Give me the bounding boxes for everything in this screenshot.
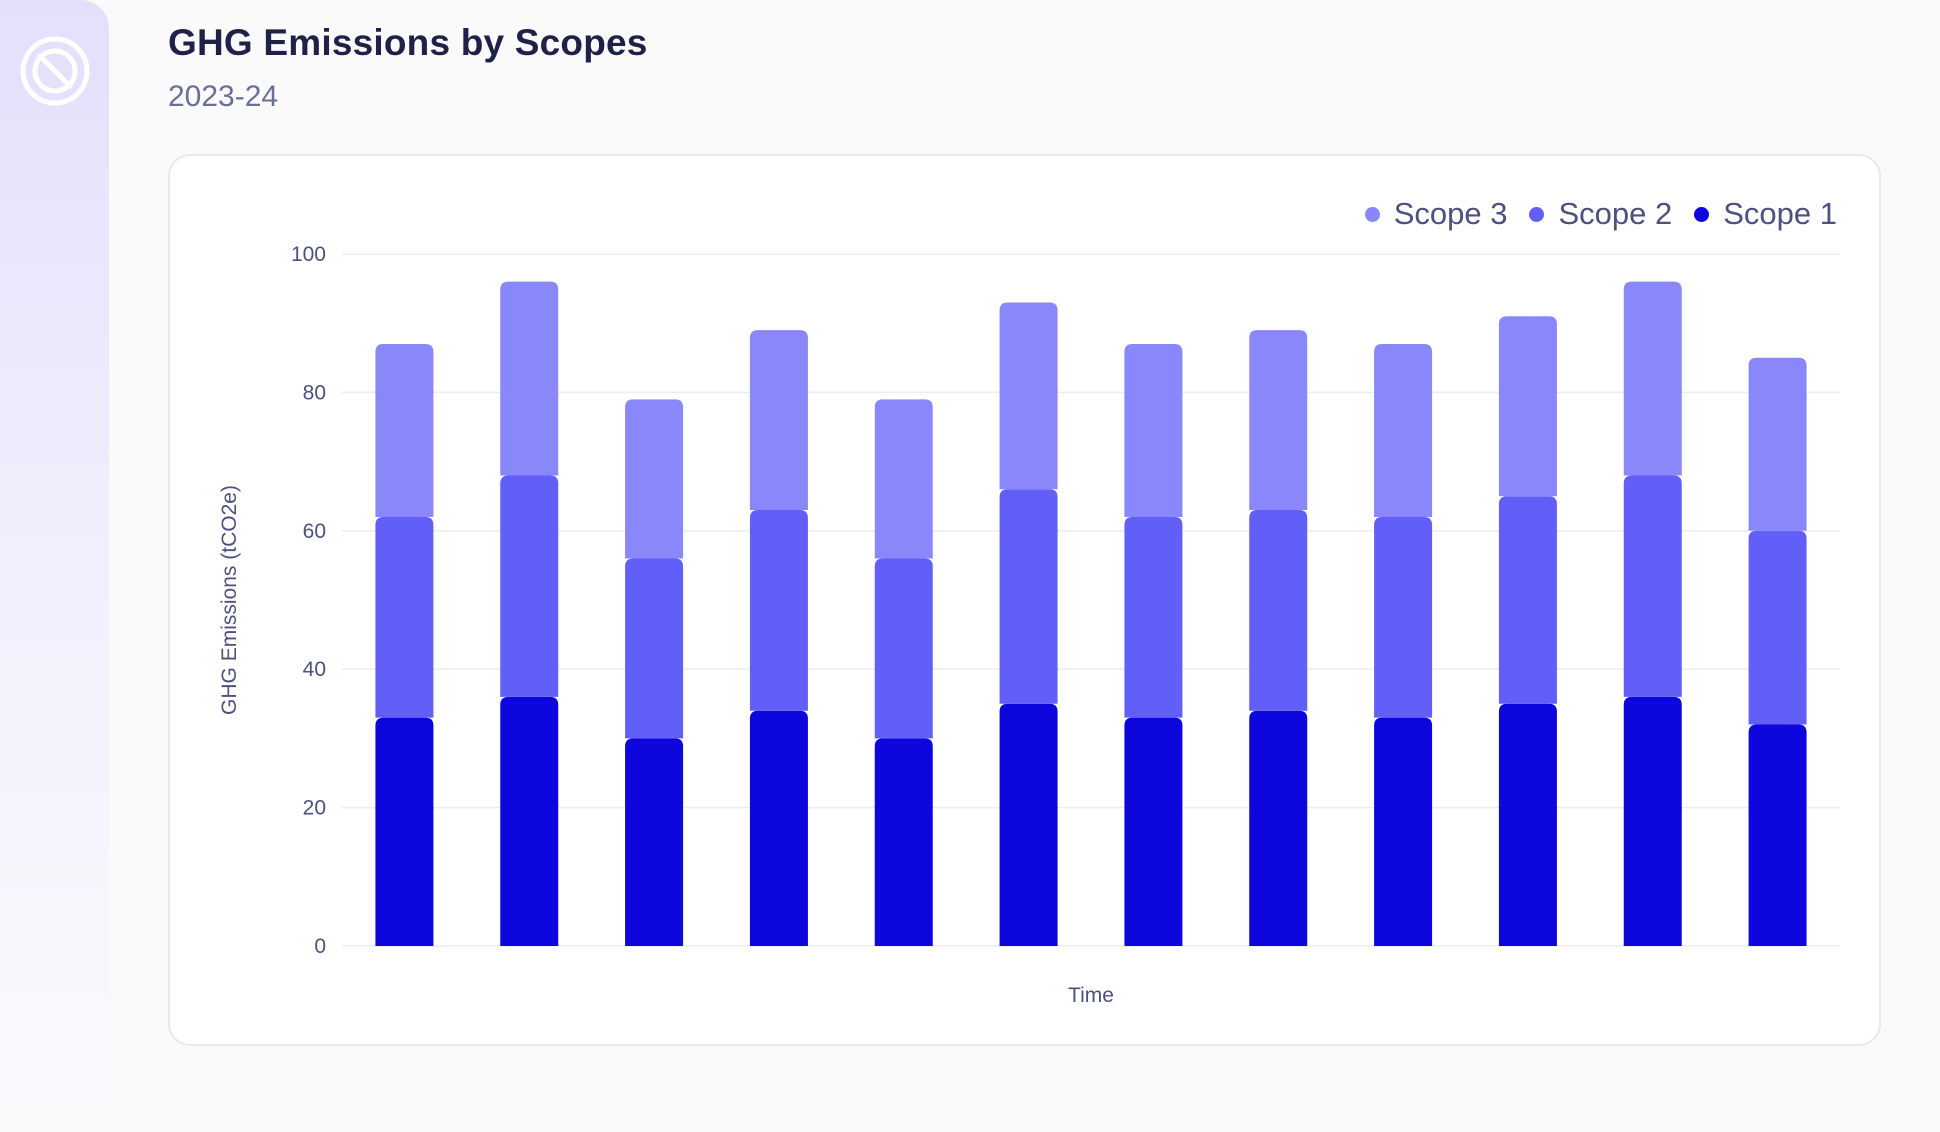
bar-segment-scope-3: [375, 343, 434, 517]
bar-segment-scope-3: [1124, 343, 1183, 517]
legend-item-scope-3[interactable]: Scope 3: [1364, 196, 1508, 232]
bar-segment-scope-1: [1124, 717, 1183, 946]
bar-segment-scope-1: [500, 696, 559, 946]
bar-segment-scope-2: [1124, 516, 1183, 718]
legend-label: Scope 2: [1558, 196, 1673, 231]
legend-item-scope-1[interactable]: Scope 1: [1694, 196, 1837, 232]
bar-segment-scope-2: [1748, 530, 1807, 725]
y-axis-label: GHG Emissions (tCO2e): [218, 485, 241, 715]
y-tick-label: 100: [291, 243, 326, 266]
brand-logo-icon[interactable]: [18, 34, 92, 108]
legend-dot-icon: [1529, 206, 1545, 222]
bar-segment-scope-3: [1249, 330, 1308, 511]
bar-segment-scope-1: [749, 710, 808, 946]
y-tick-label: 20: [303, 797, 326, 820]
bar-segment-scope-1: [1748, 724, 1807, 946]
bar-segment-scope-2: [500, 475, 559, 697]
bar-segment-scope-2: [874, 558, 933, 739]
y-tick-label: 80: [303, 381, 326, 404]
bar-segment-scope-2: [375, 516, 434, 718]
legend-label: Scope 1: [1723, 196, 1837, 231]
bar-segment-scope-1: [1498, 703, 1557, 946]
x-axis-label: Time: [1068, 984, 1114, 1007]
bar-segment-scope-3: [625, 399, 684, 559]
sidebar: [0, 0, 109, 1132]
bar-segment-scope-2: [999, 489, 1058, 704]
page-title: GHG Emissions by Scopes: [168, 22, 648, 63]
bar-segment-scope-3: [1623, 281, 1682, 476]
bar-segment-scope-1: [375, 717, 434, 946]
bar-segment-scope-2: [749, 510, 808, 711]
bar-segment-scope-2: [1623, 475, 1682, 697]
y-tick-label: 40: [303, 658, 326, 681]
bar-segment-scope-1: [625, 738, 684, 946]
legend-dot-icon: [1364, 206, 1380, 222]
bar-segment-scope-3: [1498, 316, 1557, 497]
legend-item-scope-2[interactable]: Scope 2: [1529, 196, 1672, 232]
legend-label: Scope 3: [1393, 196, 1508, 231]
stacked-bar-chart: 0 20 40 60 80 100 GHG Emissions (tCO2e) Time: [218, 243, 1840, 1007]
bar-segment-scope-1: [874, 738, 933, 946]
y-tick-label: 60: [303, 520, 326, 543]
bar-segment-scope-3: [1374, 343, 1433, 517]
chart-card: 0 20 40 60 80 100 GHG Emissions (tCO2e) Time Sc…: [168, 154, 1881, 1046]
legend-dot-icon: [1694, 206, 1710, 222]
bar-segment-scope-1: [999, 703, 1058, 946]
bar-segment-scope-2: [1374, 516, 1433, 718]
bar-segment-scope-2: [1498, 496, 1557, 704]
bar-segment-scope-2: [625, 558, 684, 739]
bar-segment-scope-1: [1249, 710, 1308, 946]
bar-segment-scope-3: [874, 399, 933, 559]
bar-segment-scope-3: [1748, 357, 1807, 531]
bar-segment-scope-3: [999, 302, 1058, 490]
bar-segment-scope-1: [1623, 696, 1682, 946]
bar-segment-scope-1: [1374, 717, 1433, 946]
bar-segment-scope-3: [749, 330, 808, 511]
chart-legend: Scope 3 Scope 2 Scope 1: [1364, 196, 1837, 232]
y-tick-label: 0: [314, 935, 326, 958]
bar-segment-scope-2: [1249, 510, 1308, 711]
page-subtitle: 2023-24: [168, 80, 279, 113]
bar-segment-scope-3: [500, 281, 559, 476]
